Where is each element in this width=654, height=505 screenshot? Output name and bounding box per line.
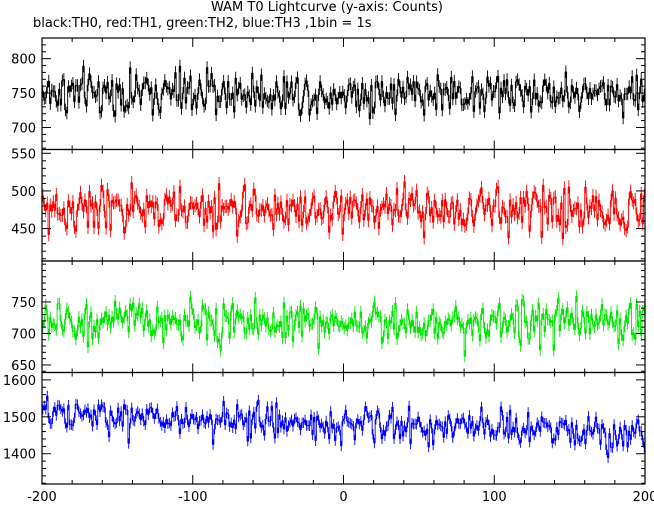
y-tick-label: 650	[11, 359, 36, 374]
y-tick-label: 800	[11, 53, 36, 68]
x-tick-label: -200	[27, 490, 57, 505]
y-tick-label: 750	[11, 87, 36, 102]
x-tick-label: 100	[482, 490, 507, 505]
y-tick-label: 500	[11, 185, 36, 200]
series-line-th2	[42, 290, 645, 363]
series-line-th1	[42, 175, 645, 246]
x-tick-label: 200	[633, 490, 654, 505]
y-tick-label: 1400	[3, 448, 36, 463]
chart-subtitle: black:TH0, red:TH1, green:TH2, blue:TH3 …	[33, 16, 372, 31]
y-tick-label: 1500	[3, 411, 36, 426]
series-line-th0	[42, 59, 645, 126]
y-tick-label: 750	[11, 296, 36, 311]
x-tick-label: -100	[178, 490, 208, 505]
panel-frame	[41, 371, 646, 485]
chart-title: WAM T0 Lightcurve (y-axis: Counts)	[211, 0, 443, 15]
x-tick-label: 0	[339, 490, 347, 505]
y-tick-label: 450	[11, 223, 36, 238]
y-tick-label: 700	[11, 121, 36, 136]
y-tick-label: 1600	[3, 374, 36, 389]
series-line-th3	[42, 390, 645, 463]
y-tick-label: 550	[11, 147, 36, 162]
y-tick-label: 700	[11, 327, 36, 342]
